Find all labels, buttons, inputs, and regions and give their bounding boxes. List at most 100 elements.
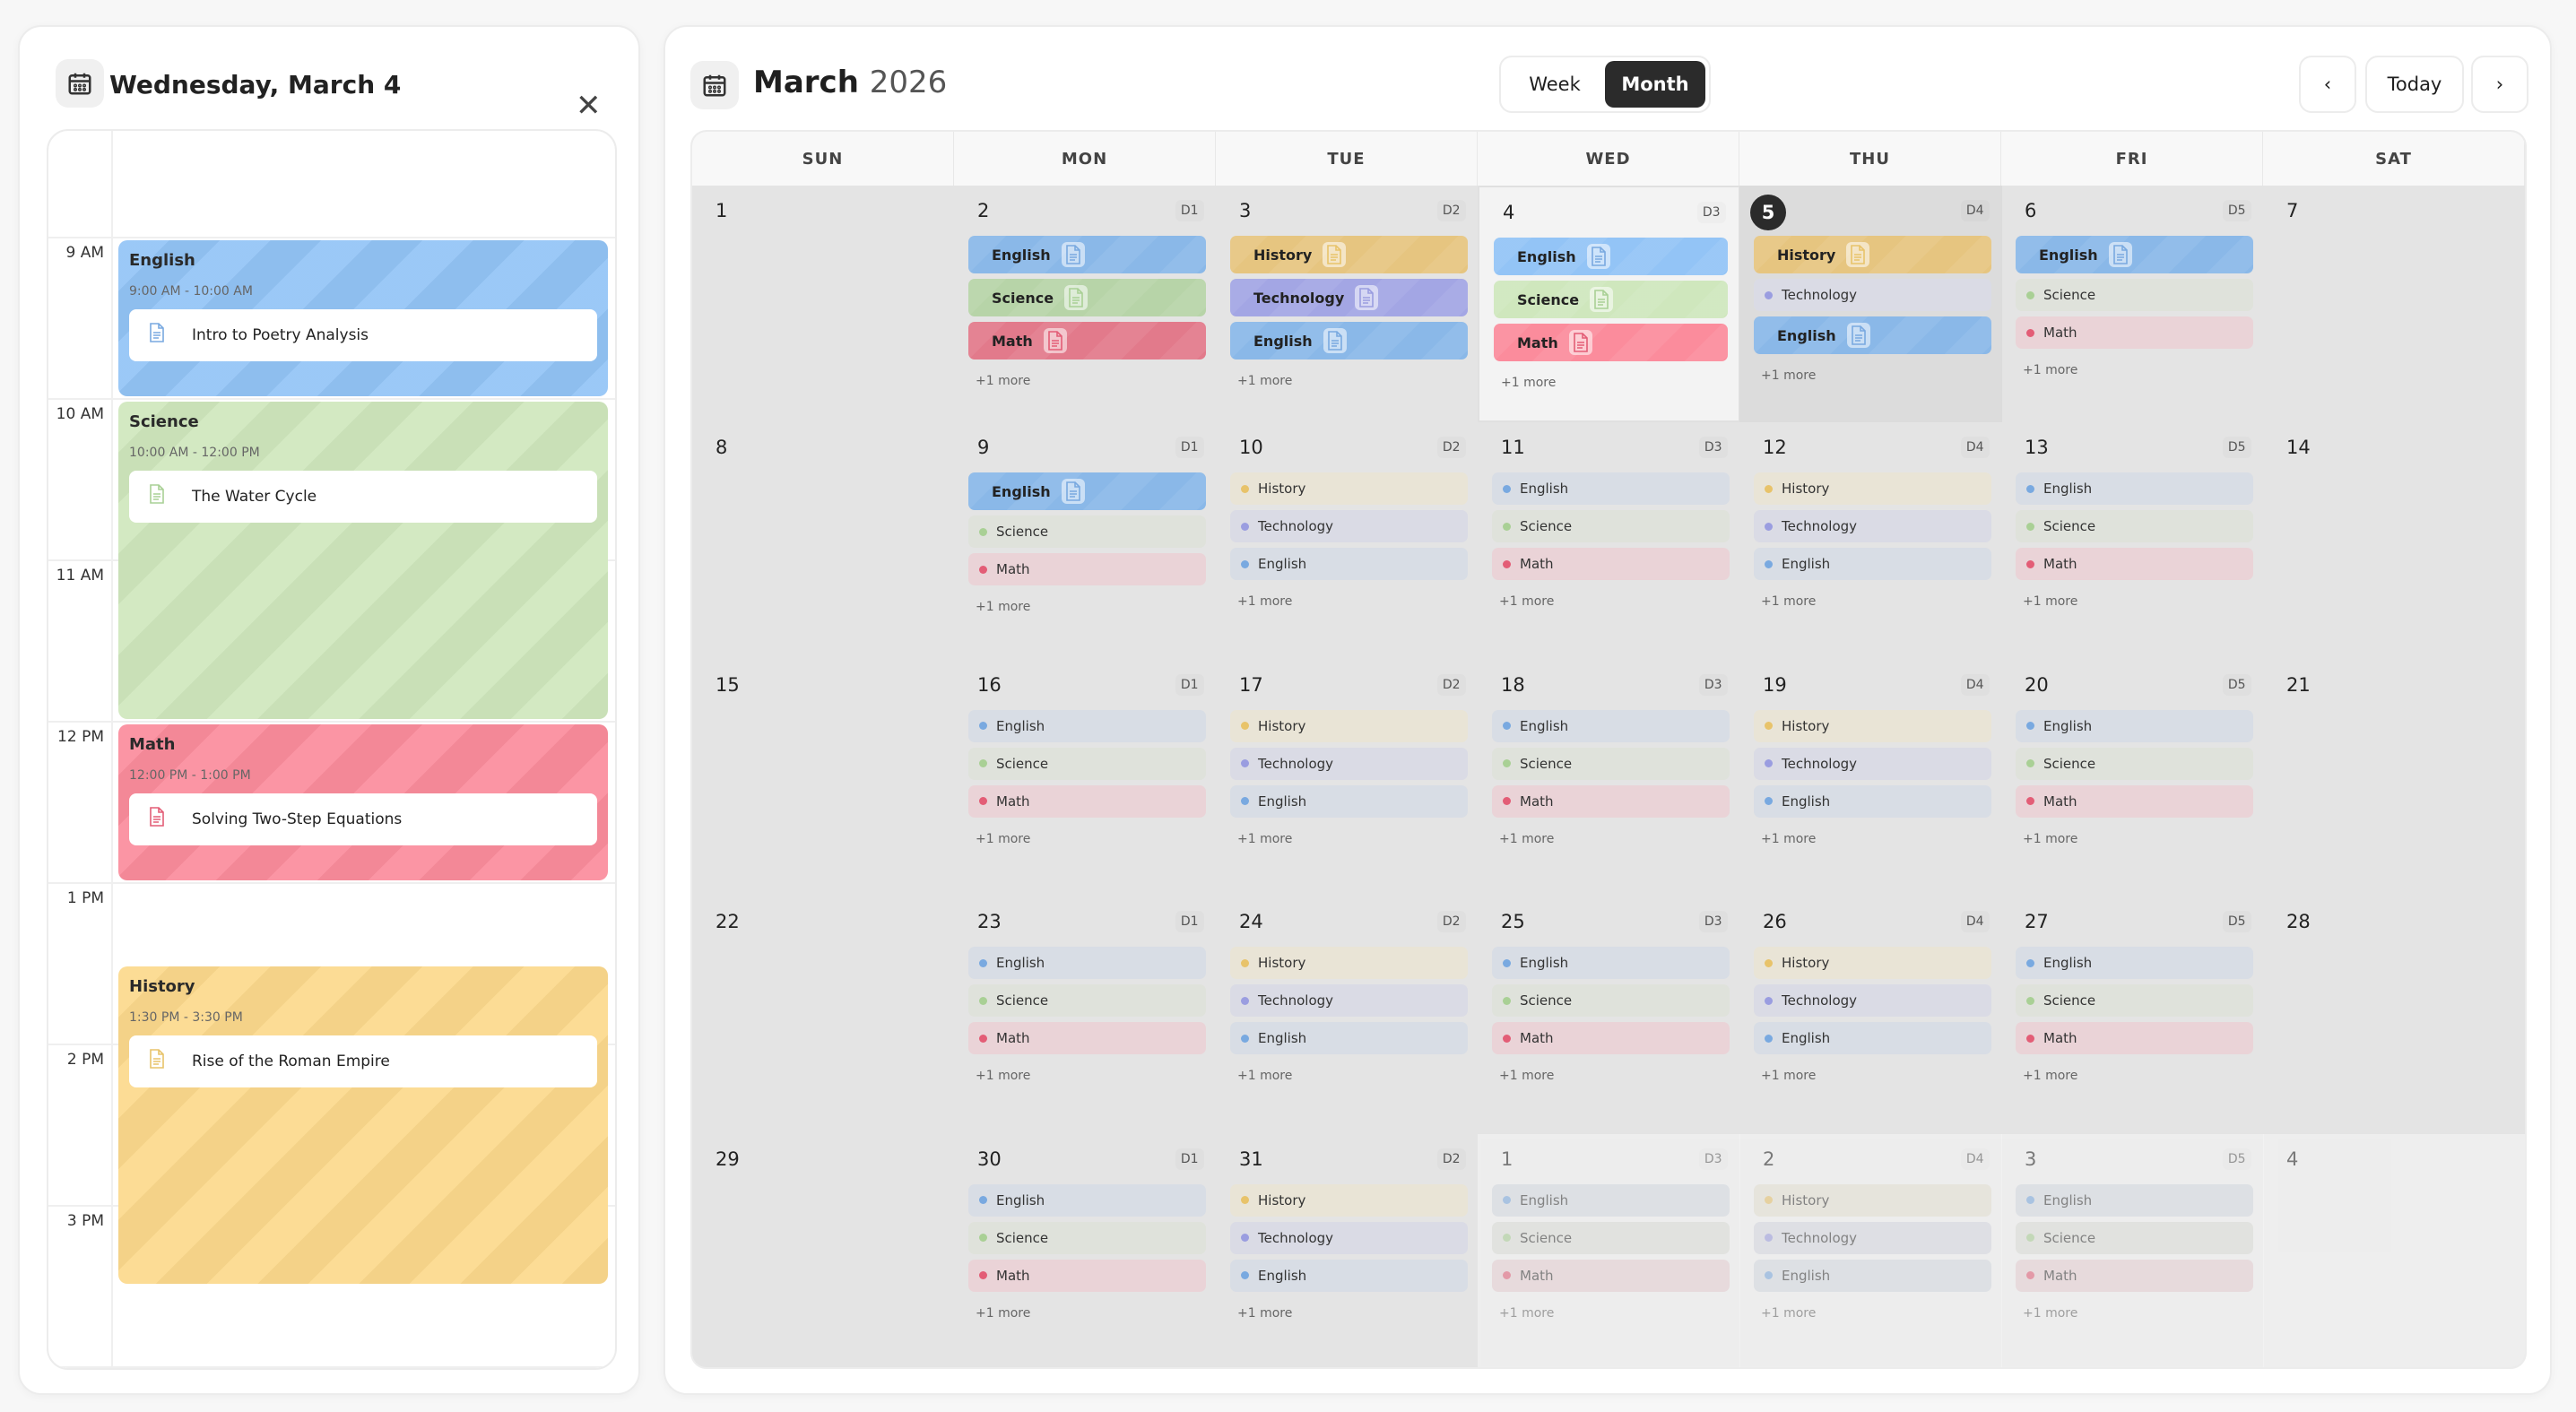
day-cell[interactable]: 29 bbox=[692, 1134, 955, 1367]
close-icon[interactable]: ✕ bbox=[576, 88, 602, 124]
more-events-link[interactable]: +1 more bbox=[976, 374, 1031, 388]
event-chip[interactable]: Technology bbox=[1230, 510, 1468, 543]
day-cell[interactable]: 18 D3 English Science Math +1 more bbox=[1478, 660, 1740, 897]
day-cell[interactable]: 13 D5 English Science Math +1 more bbox=[2001, 422, 2264, 659]
event-chip[interactable]: History bbox=[1230, 1183, 1468, 1217]
event-chip[interactable]: English bbox=[968, 947, 1206, 980]
event-chip[interactable]: English bbox=[968, 236, 1206, 273]
day-cell[interactable]: 2 D4 History Technology English +1 more bbox=[1739, 1133, 2002, 1367]
event-chip[interactable]: Math bbox=[1492, 784, 1730, 818]
more-events-link[interactable]: +1 more bbox=[1761, 831, 1817, 846]
more-events-link[interactable]: +1 more bbox=[1237, 594, 1293, 610]
day-cell[interactable]: 4 D3 English Science Math +1 more bbox=[1478, 186, 1740, 422]
day-cell[interactable]: 16 D1 English Science Math +1 more bbox=[954, 660, 1217, 897]
event-block[interactable]: Math 12:00 PM - 1:00 PM Solving Two-Step E… bbox=[118, 724, 608, 880]
event-chip[interactable]: English bbox=[1230, 322, 1468, 359]
event-chip[interactable]: English bbox=[2016, 472, 2253, 506]
event-chip[interactable]: History bbox=[1754, 709, 1991, 742]
day-cell[interactable]: 21 bbox=[2263, 660, 2525, 897]
event-chip[interactable]: Science bbox=[968, 1221, 1206, 1254]
day-cell[interactable]: 7 bbox=[2263, 186, 2525, 422]
event-chip[interactable]: English bbox=[968, 709, 1206, 742]
event-chip[interactable]: English bbox=[968, 472, 1206, 511]
event-chip[interactable]: English bbox=[2016, 947, 2253, 980]
event-chip[interactable]: Science bbox=[968, 279, 1206, 316]
day-cell[interactable]: 9 D1 English Science Math +1 more bbox=[954, 422, 1217, 659]
more-events-link[interactable]: +1 more bbox=[1237, 831, 1293, 846]
event-chip[interactable]: English bbox=[968, 1183, 1206, 1217]
event-chip[interactable]: Technology bbox=[1754, 747, 1991, 780]
event-chip[interactable]: History bbox=[1230, 236, 1468, 273]
more-events-link[interactable]: +1 more bbox=[1237, 1069, 1293, 1084]
day-cell[interactable]: 11 D3 English Science Math +1 more bbox=[1478, 422, 1740, 659]
day-cell[interactable]: 3 D5 English Science Math +1 more bbox=[2001, 1133, 2264, 1367]
event-chip[interactable]: Science bbox=[968, 984, 1206, 1018]
event-chip[interactable]: Science bbox=[1494, 281, 1728, 318]
event-chip[interactable]: Math bbox=[968, 784, 1206, 818]
day-cell[interactable]: 12 D4 History Technology English +1 more bbox=[1739, 422, 2002, 659]
more-events-link[interactable]: +1 more bbox=[1499, 594, 1555, 610]
event-chip[interactable]: Math bbox=[1492, 1259, 1730, 1292]
more-events-link[interactable]: +1 more bbox=[2023, 1305, 2078, 1321]
event-chip[interactable]: English bbox=[1230, 548, 1468, 581]
event-chip[interactable]: Science bbox=[2016, 1221, 2253, 1254]
event-chip[interactable]: Science bbox=[1492, 747, 1730, 780]
event-chip[interactable]: English bbox=[1754, 1022, 1991, 1055]
event-chip[interactable]: Math bbox=[2016, 1259, 2253, 1292]
lesson-card[interactable]: The Water Cycle bbox=[129, 471, 597, 523]
more-events-link[interactable]: +1 more bbox=[976, 1305, 1031, 1321]
more-events-link[interactable]: +1 more bbox=[1237, 1305, 1293, 1321]
tab-month[interactable]: Month bbox=[1605, 61, 1705, 108]
day-cell[interactable]: 2 D1 English Science Math +1 more bbox=[954, 186, 1217, 422]
lesson-card[interactable]: Intro to Poetry Analysis bbox=[129, 309, 597, 361]
day-cell[interactable]: 20 D5 English Science Math +1 more bbox=[2001, 660, 2264, 897]
event-chip[interactable]: English bbox=[1492, 1183, 1730, 1217]
day-cell[interactable]: 1 bbox=[692, 186, 955, 422]
event-chip[interactable]: Math bbox=[968, 1022, 1206, 1055]
day-cell[interactable]: 3 D2 History Technology English +1 more bbox=[1216, 186, 1479, 422]
event-chip[interactable]: Science bbox=[2016, 510, 2253, 543]
day-cell[interactable]: 27 D5 English Science Math +1 more bbox=[2001, 897, 2264, 1133]
day-cell[interactable]: 4 bbox=[2263, 1133, 2525, 1367]
more-events-link[interactable]: +1 more bbox=[1761, 594, 1817, 610]
day-cell[interactable]: 17 D2 History Technology English +1 more bbox=[1216, 660, 1479, 897]
day-cell[interactable]: 19 D4 History Technology English +1 more bbox=[1739, 660, 2002, 897]
event-chip[interactable]: Science bbox=[2016, 984, 2253, 1018]
event-chip[interactable]: Math bbox=[968, 322, 1206, 359]
more-events-link[interactable]: +1 more bbox=[976, 1069, 1031, 1084]
event-chip[interactable]: Technology bbox=[1230, 747, 1468, 780]
event-chip[interactable]: Math bbox=[968, 553, 1206, 586]
event-chip[interactable]: Technology bbox=[1230, 984, 1468, 1018]
day-cell[interactable]: 23 D1 English Science Math +1 more bbox=[954, 897, 1217, 1133]
day-cell[interactable]: 24 D2 History Technology English +1 more bbox=[1216, 897, 1479, 1133]
event-chip[interactable]: Technology bbox=[1754, 279, 1991, 311]
event-chip[interactable]: English bbox=[1230, 1022, 1468, 1055]
event-chip[interactable]: Technology bbox=[1754, 984, 1991, 1018]
event-chip[interactable]: English bbox=[1492, 947, 1730, 980]
event-chip[interactable]: Science bbox=[968, 747, 1206, 780]
event-chip[interactable]: English bbox=[1494, 238, 1728, 275]
event-chip[interactable]: Math bbox=[1494, 324, 1728, 361]
event-chip[interactable]: English bbox=[1754, 316, 1991, 354]
event-chip[interactable]: Technology bbox=[1754, 510, 1991, 543]
more-events-link[interactable]: +1 more bbox=[2023, 831, 2078, 846]
event-chip[interactable]: History bbox=[1754, 1183, 1991, 1217]
more-events-link[interactable]: +1 more bbox=[976, 831, 1031, 846]
event-chip[interactable]: English bbox=[1230, 784, 1468, 818]
day-cell[interactable]: 5 D4 History Technology English +1 more bbox=[1739, 186, 2002, 422]
more-events-link[interactable]: +1 more bbox=[1761, 1069, 1817, 1084]
event-chip[interactable]: Science bbox=[1492, 984, 1730, 1018]
event-block[interactable]: History 1:30 PM - 3:30 PM Rise of the Roma… bbox=[118, 966, 608, 1284]
event-chip[interactable]: Math bbox=[2016, 1022, 2253, 1055]
event-chip[interactable]: Math bbox=[1492, 548, 1730, 581]
event-chip[interactable]: Math bbox=[2016, 784, 2253, 818]
event-block[interactable]: Science 10:00 AM - 12:00 PM The Water Cycl… bbox=[118, 402, 608, 719]
lesson-card[interactable]: Rise of the Roman Empire bbox=[129, 1035, 597, 1087]
day-cell[interactable]: 30 D1 English Science Math +1 more bbox=[954, 1134, 1217, 1367]
event-chip[interactable]: English bbox=[1754, 548, 1991, 581]
day-cell[interactable]: 10 D2 History Technology English +1 more bbox=[1216, 422, 1479, 659]
event-chip[interactable]: English bbox=[1754, 1259, 1991, 1292]
event-chip[interactable]: Science bbox=[968, 515, 1206, 549]
event-chip[interactable]: History bbox=[1230, 947, 1468, 980]
more-events-link[interactable]: +1 more bbox=[1761, 1305, 1817, 1321]
